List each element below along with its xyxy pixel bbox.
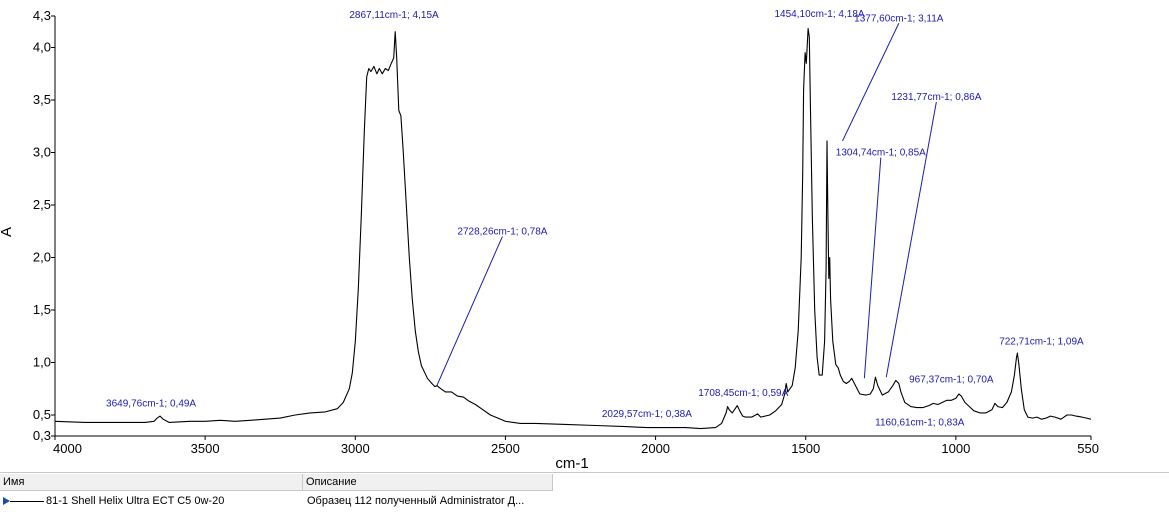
- peak-label: 967,37cm-1; 0,70A: [909, 374, 994, 385]
- x-tick-label: 1500: [791, 441, 820, 456]
- peak-label: 2029,57cm-1; 0,38A: [602, 409, 692, 420]
- legend-header-description[interactable]: Описание: [303, 474, 553, 491]
- y-tick-label: 1,0: [33, 355, 51, 370]
- y-tick-label: 0,5: [33, 407, 51, 422]
- spectrum-line: [54, 28, 1092, 430]
- x-tick-label: 3500: [191, 441, 220, 456]
- peak-label: 1708,45cm-1; 0,59A: [698, 388, 788, 399]
- peak-label: 2728,26cm-1; 0,78A: [457, 226, 547, 237]
- series-line-icon: [10, 500, 44, 502]
- y-tick-label: 0,3: [33, 428, 51, 443]
- y-tick-label: 2,5: [33, 197, 51, 212]
- x-tick-label: 2000: [641, 441, 670, 456]
- y-tick-label: 3,5: [33, 92, 51, 107]
- y-tick-label: 4,3: [33, 8, 51, 23]
- legend-row-description[interactable]: Образец 112 полученный Administrator Д..…: [307, 495, 525, 507]
- peak-leader-line: [842, 23, 900, 142]
- series-name: 81-1 Shell Helix Ultra ECT C5 0w-20: [46, 495, 225, 507]
- x-tick-label: 550: [1077, 441, 1099, 456]
- x-axis-label: cm-1: [555, 455, 588, 472]
- x-tick-label: 3000: [341, 441, 370, 456]
- spectrum-chart: 0,3 0,5 1,0 1,5 2,0 2,5 3,0 3,5 4,0 4,3 4000 3500 3…: [0, 8, 1099, 472]
- y-tick-label: 2,0: [33, 250, 51, 265]
- peak-label: 1454,10cm-1; 4,18A: [775, 9, 865, 20]
- legend-row-name[interactable]: 81-1 Shell Helix Ultra ECT C5 0w-20: [0, 492, 303, 510]
- peak-label: 1304,74cm-1; 0,85A: [836, 148, 926, 159]
- y-tick-label: 4,0: [33, 40, 51, 55]
- peak-label: 1160,61cm-1; 0,83A: [875, 418, 965, 429]
- peak-leader-line: [885, 101, 937, 378]
- x-tick-label: 2500: [491, 441, 520, 456]
- y-tick-label: 3,0: [33, 145, 51, 160]
- series-legend-table: Имя Описание 81-1 Shell Helix Ultra ECT …: [0, 472, 1169, 512]
- peak-label: 3649,76cm-1; 0,49A: [106, 399, 196, 410]
- row-selector-arrow-icon: [3, 497, 10, 506]
- peak-label: 1231,77cm-1; 0,86A: [891, 92, 981, 103]
- peak-leader-line: [863, 157, 882, 379]
- y-axis-label: A: [0, 227, 15, 237]
- x-tick-label: 1000: [941, 441, 970, 456]
- x-tick-label: 4000: [53, 441, 82, 456]
- peak-label: 722,71cm-1; 1,09A: [999, 337, 1084, 348]
- peak-label: 1377,60cm-1; 3,11A: [854, 13, 944, 24]
- peak-label: 2867,11cm-1; 4,15A: [349, 10, 439, 21]
- legend-header-name[interactable]: Имя: [0, 474, 303, 491]
- peak-leader-line: [436, 236, 503, 386]
- y-tick-label: 1,5: [33, 302, 51, 317]
